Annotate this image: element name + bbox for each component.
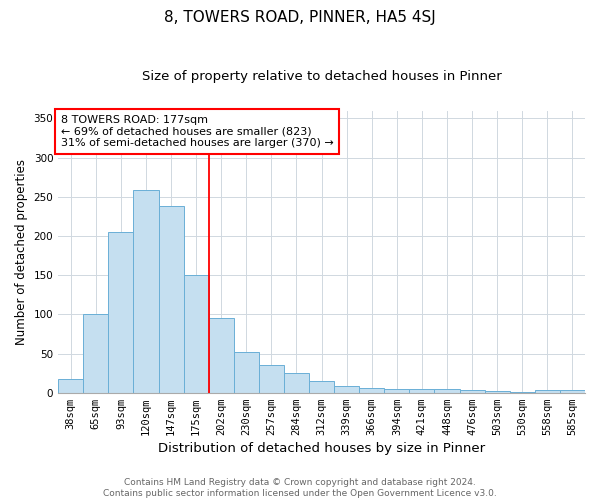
Bar: [309, 381, 334, 392]
Bar: [385, 389, 409, 392]
Bar: [234, 352, 259, 393]
Bar: [560, 390, 585, 392]
Bar: [133, 190, 158, 392]
Title: Size of property relative to detached houses in Pinner: Size of property relative to detached ho…: [142, 70, 502, 83]
Bar: [184, 275, 209, 392]
Text: 8 TOWERS ROAD: 177sqm
← 69% of detached houses are smaller (823)
31% of semi-det: 8 TOWERS ROAD: 177sqm ← 69% of detached …: [61, 115, 334, 148]
Bar: [485, 391, 510, 392]
Bar: [359, 388, 385, 392]
X-axis label: Distribution of detached houses by size in Pinner: Distribution of detached houses by size …: [158, 442, 485, 455]
Bar: [535, 390, 560, 392]
Bar: [409, 389, 434, 392]
Bar: [259, 366, 284, 392]
Bar: [209, 318, 234, 392]
Y-axis label: Number of detached properties: Number of detached properties: [15, 158, 28, 344]
Bar: [83, 314, 109, 392]
Bar: [284, 373, 309, 392]
Text: 8, TOWERS ROAD, PINNER, HA5 4SJ: 8, TOWERS ROAD, PINNER, HA5 4SJ: [164, 10, 436, 25]
Bar: [334, 386, 359, 392]
Bar: [58, 378, 83, 392]
Bar: [460, 390, 485, 392]
Bar: [109, 232, 133, 392]
Bar: [434, 389, 460, 392]
Text: Contains HM Land Registry data © Crown copyright and database right 2024.
Contai: Contains HM Land Registry data © Crown c…: [103, 478, 497, 498]
Bar: [158, 206, 184, 392]
